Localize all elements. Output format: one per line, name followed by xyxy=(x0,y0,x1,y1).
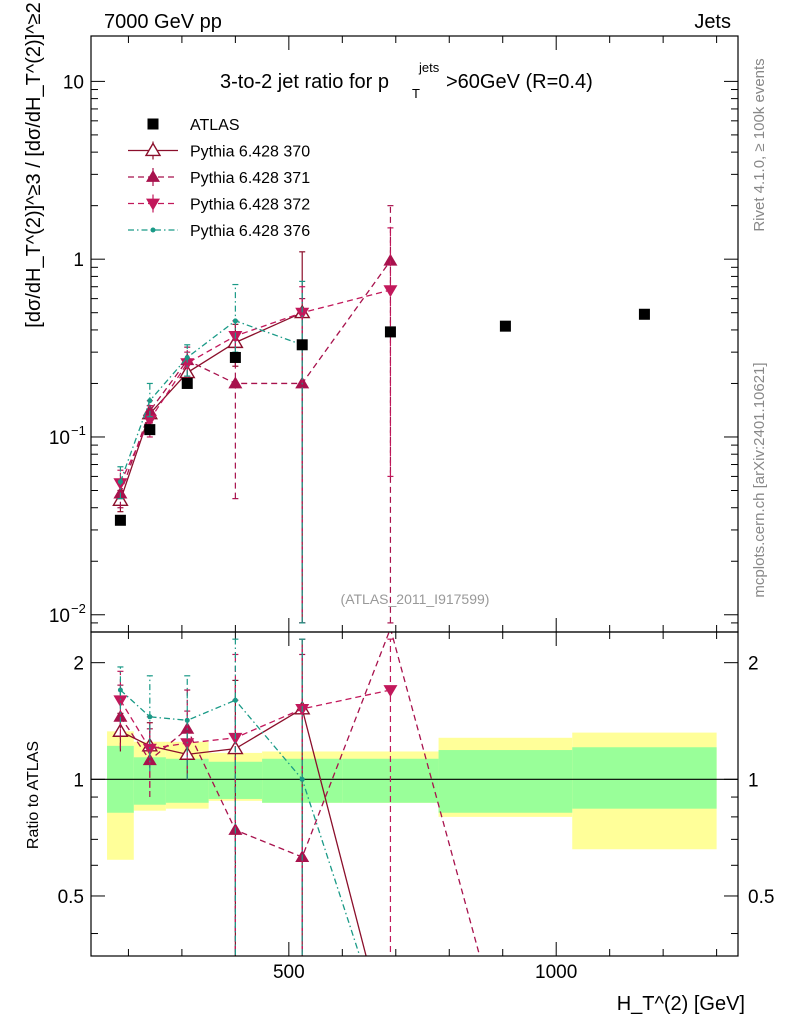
atlas-point xyxy=(229,351,241,363)
data-point xyxy=(147,398,153,404)
ratio-point xyxy=(147,714,153,720)
main-frame xyxy=(90,35,739,633)
atlas-point xyxy=(181,377,193,389)
series-line xyxy=(119,312,303,501)
ratio-tick-label: 2 xyxy=(73,654,84,675)
x-tick-label: 1000 xyxy=(535,962,577,983)
ratio-point xyxy=(113,695,128,708)
ratio-series-line xyxy=(119,689,361,956)
legend-label: Pythia 6.428 372 xyxy=(190,197,310,214)
ratio-point xyxy=(299,776,305,782)
ratio-series-line xyxy=(119,632,481,956)
data-point xyxy=(117,479,123,485)
atlas-point xyxy=(638,308,650,320)
data-point xyxy=(142,414,157,427)
ratio-series-line xyxy=(120,707,367,956)
uncertainty-band-inner xyxy=(572,747,717,809)
title-sup: jets xyxy=(418,60,440,75)
y-tick-exponent: −2 xyxy=(71,601,86,616)
ratio-y-axis-label: Ratio to ATLAS xyxy=(25,741,42,849)
y-tick-label: 1 xyxy=(73,250,84,271)
title-sub: T xyxy=(412,86,420,101)
y-axis-label: [dσ/dH_T^(2)]^≥3 / [dσ/dH_T^(2)]^≥2 xyxy=(23,2,45,327)
rivet-label: Rivet 4.1.0, ≥ 100k events xyxy=(751,58,768,231)
ratio-tick-label-right: 2 xyxy=(748,654,759,675)
atlas-point xyxy=(114,514,126,526)
ratio-point xyxy=(142,743,157,756)
y-tick-exponent: −1 xyxy=(71,423,86,438)
atlas-point xyxy=(499,320,511,332)
atlas-point xyxy=(144,424,156,436)
data-point xyxy=(113,486,128,499)
series-line xyxy=(119,289,391,484)
data-point xyxy=(383,253,398,266)
mcplots-label: mcplots.cern.ch [arXiv:2401.10621] xyxy=(751,362,768,597)
y-tick-label: 10 xyxy=(63,72,84,93)
ratio-tick-label-right: 1 xyxy=(748,770,759,791)
legend-marker xyxy=(146,170,160,182)
ratio-point xyxy=(113,709,128,722)
ratio-panel xyxy=(91,632,738,956)
legend-marker xyxy=(144,142,162,157)
ratio-point xyxy=(142,753,157,766)
atlas-point xyxy=(296,339,308,351)
legend-label: Pythia 6.428 370 xyxy=(190,144,310,161)
legend-label: Pythia 6.428 371 xyxy=(190,170,310,187)
ratio-tick-label-right: 0.5 xyxy=(748,887,774,908)
data-point xyxy=(142,403,157,416)
legend-label: ATLAS xyxy=(190,117,240,134)
header-left: 7000 GeV pp xyxy=(104,11,222,33)
ratio-point xyxy=(383,685,398,698)
x-axis-label: H_T^(2) [GeV] xyxy=(617,993,745,1015)
watermark: (ATLAS_2011_I917599) xyxy=(341,591,490,607)
atlas-point xyxy=(384,326,396,338)
title-tail: >60GeV (R=0.4) xyxy=(446,71,593,93)
legend-label: Pythia 6.428 376 xyxy=(190,223,310,240)
ratio-point xyxy=(184,717,190,723)
ratio-point xyxy=(232,697,238,703)
data-point xyxy=(232,318,238,324)
series-line xyxy=(119,320,303,482)
data-point xyxy=(295,307,310,320)
ratio-series-line xyxy=(119,689,391,750)
data-point xyxy=(383,285,398,298)
ratio-tick-label: 0.5 xyxy=(58,887,84,908)
x-tick-label: 500 xyxy=(273,962,305,983)
data-point xyxy=(228,376,243,389)
series-line xyxy=(119,260,391,494)
ratio-plot-area xyxy=(91,632,738,956)
data-point xyxy=(184,354,190,360)
title-main: 3-to-2 jet ratio for p xyxy=(220,71,389,93)
main-plot-area xyxy=(112,205,650,624)
legend-marker xyxy=(146,198,160,211)
uncertainty-band-inner xyxy=(438,750,573,813)
ratio-point xyxy=(180,738,195,751)
title: 3-to-2 jet ratio for p T jets >60GeV (R=… xyxy=(220,60,593,101)
y-tick-label: 10 xyxy=(49,606,70,627)
ratio-tick-label: 1 xyxy=(73,770,84,791)
legend: ATLAS Pythia 6.428 370 Pythia 6.428 371 Pyt… xyxy=(128,117,310,240)
legend-marker xyxy=(150,227,156,233)
header-right: Jets xyxy=(694,11,731,33)
y-tick-label: 10 xyxy=(49,428,70,449)
ratio-frame xyxy=(90,631,739,957)
legend-marker xyxy=(147,118,159,130)
ratio-point xyxy=(117,687,123,693)
